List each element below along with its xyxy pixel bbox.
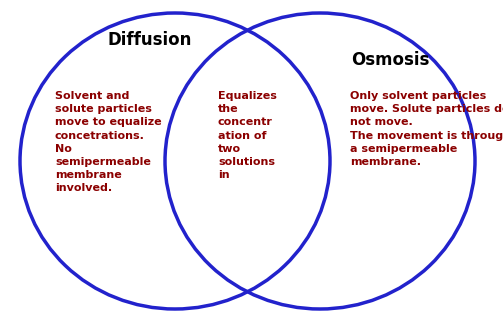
- Text: Diffusion: Diffusion: [108, 31, 192, 49]
- Text: Solvent and
solute particles
move to equalize
concetrations.
No
semipermeable
me: Solvent and solute particles move to equ…: [55, 91, 161, 193]
- Text: Osmosis: Osmosis: [351, 51, 429, 69]
- Text: Equalizes
the
concentr
ation of
two
solutions
in: Equalizes the concentr ation of two solu…: [218, 91, 277, 180]
- Text: Only solvent particles
move. Solute particles do
not move.
The movement is throu: Only solvent particles move. Solute part…: [350, 91, 503, 167]
